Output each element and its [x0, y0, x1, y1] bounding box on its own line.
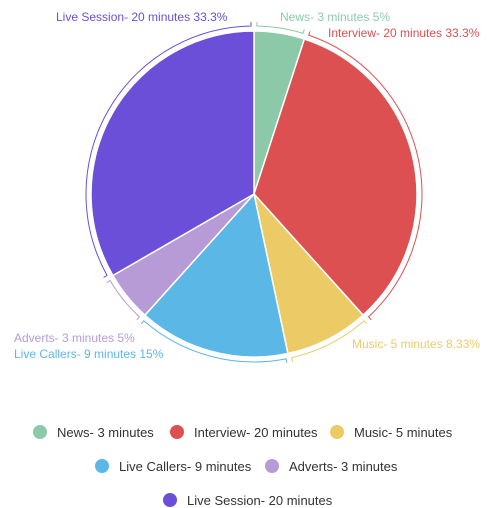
legend-label-1: Interview- 20 minutes [194, 425, 318, 440]
callout-bracket-3 [140, 320, 288, 363]
callout-bracket-2 [291, 320, 368, 362]
callout-bracket-4 [106, 279, 141, 321]
callout-label-4: Adverts- 3 minutes 5% [14, 331, 135, 345]
legend-swatch-5 [163, 493, 177, 507]
legend-swatch-1 [170, 425, 184, 439]
legend-swatch-2 [330, 425, 344, 439]
pie-slice-3 [143, 192, 289, 358]
legend-item-1[interactable]: Interview- 20 minutes [170, 425, 318, 440]
legend-item-2[interactable]: Music- 5 minutes [330, 425, 453, 440]
callout-label-5: Live Session- 20 minutes 33.3% [56, 10, 228, 24]
legend-label-4: Adverts- 3 minutes [289, 459, 398, 474]
legend-item-3[interactable]: Live Callers- 9 minutes [95, 459, 252, 474]
legend-label-0: News- 3 minutes [57, 425, 154, 440]
pie-slice-1 [253, 38, 418, 317]
legend-item-4[interactable]: Adverts- 3 minutes [265, 459, 398, 474]
pie-slice-2 [252, 191, 365, 355]
callout-label-1: Interview- 20 minutes 33.3% [328, 26, 480, 40]
callout-bracket-0 [256, 22, 305, 34]
legend-item-0[interactable]: News- 3 minutes [33, 425, 154, 440]
pie-slice-5 [90, 30, 255, 277]
legend-label-5: Live Session- 20 minutes [187, 493, 333, 508]
legend-item-5[interactable]: Live Session- 20 minutes [163, 493, 333, 508]
legend-swatch-3 [95, 459, 109, 473]
legend-swatch-4 [265, 459, 279, 473]
callout-bracket-1 [308, 31, 423, 321]
callout-label-2: Music- 5 minutes 8.33% [352, 337, 480, 351]
legend-label-3: Live Callers- 9 minutes [119, 459, 252, 474]
callout-label-3: Live Callers- 9 minutes 15% [14, 347, 164, 361]
legend-label-2: Music- 5 minutes [354, 425, 453, 440]
callout-label-0: News- 3 minutes 5% [280, 10, 390, 24]
callout-bracket-5 [85, 22, 252, 278]
legend-swatch-0 [33, 425, 47, 439]
